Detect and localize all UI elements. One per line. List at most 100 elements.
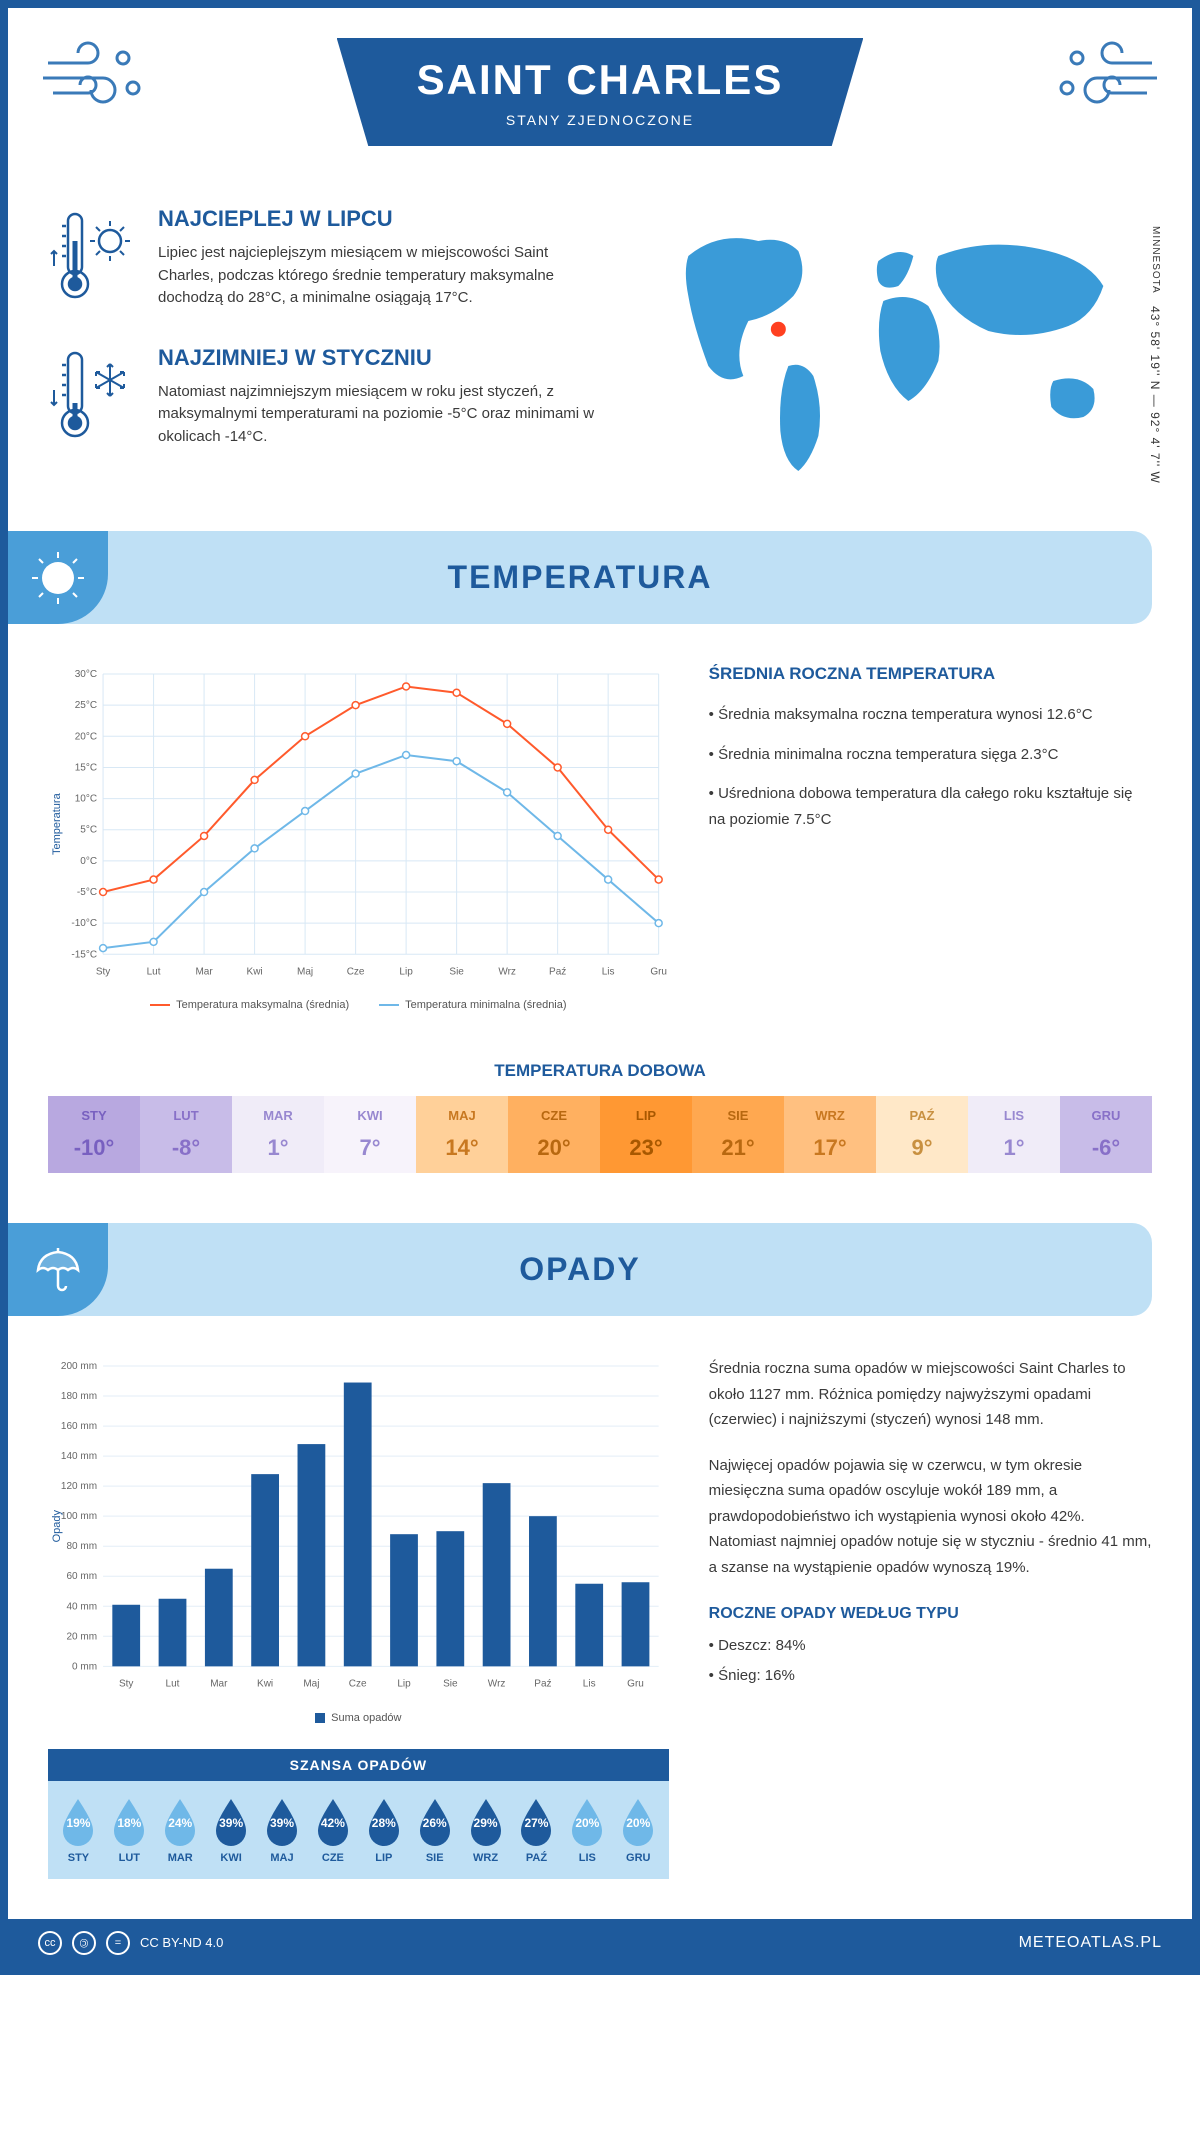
umbrella-icon: [8, 1223, 108, 1316]
svg-text:Maj: Maj: [303, 1679, 319, 1690]
coordinates: MINNESOTA 43° 58' 19'' N — 92° 4' 7'' W: [1148, 226, 1162, 484]
daily-cell: STY-10°: [48, 1096, 140, 1173]
precipitation-title: OPADY: [519, 1251, 640, 1287]
svg-text:Gru: Gru: [627, 1679, 644, 1690]
svg-text:20 mm: 20 mm: [66, 1632, 97, 1643]
svg-text:Cze: Cze: [349, 1679, 367, 1690]
svg-text:Temperatura: Temperatura: [51, 792, 63, 855]
svg-text:Lis: Lis: [602, 966, 615, 977]
page-subtitle: STANY ZJEDNOCZONE: [417, 112, 784, 128]
hottest-text: Lipiec jest najcieplejszym miesiącem w m…: [158, 242, 605, 310]
intro-text-column: NAJCIEPLEJ W LIPCU Lipiec jest najcieple…: [48, 206, 605, 491]
thermometer-hot-icon: [48, 206, 138, 306]
svg-text:Wrz: Wrz: [488, 1679, 506, 1690]
header: SAINT CHARLES STANY ZJEDNOCZONE: [8, 8, 1192, 186]
precipitation-body: 0 mm20 mm40 mm60 mm80 mm100 mm120 mm140 …: [8, 1316, 1192, 1918]
daily-cell: LIP23°: [600, 1096, 692, 1173]
precip-type-title: ROCZNE OPADY WEDŁUG TYPU: [709, 1605, 1152, 1623]
thermometer-cold-icon: [48, 345, 138, 445]
footer-license: cc 🄯 = CC BY-ND 4.0: [38, 1931, 223, 1955]
chance-cell: 20%GRU: [613, 1796, 664, 1864]
daily-cell: GRU-6°: [1060, 1096, 1152, 1173]
precip-p1: Średnia roczna suma opadów w miejscowośc…: [709, 1356, 1152, 1433]
annual-bullet: • Średnia maksymalna roczna temperatura …: [709, 702, 1152, 728]
daily-temp-title: TEMPERATURA DOBOWA: [8, 1061, 1192, 1081]
map-column: MINNESOTA 43° 58' 19'' N — 92° 4' 7'' W: [645, 206, 1152, 491]
svg-text:Lip: Lip: [399, 966, 413, 977]
coldest-text: Natomiast najzimniejszym miesiącem w rok…: [158, 381, 605, 449]
temperature-legend: Temperatura maksymalna (średnia) Temperat…: [48, 999, 669, 1011]
annual-temp-title: ŚREDNIA ROCZNA TEMPERATURA: [709, 664, 1152, 684]
precipitation-legend: Suma opadów: [48, 1712, 669, 1724]
svg-text:Paź: Paź: [549, 966, 566, 977]
temperature-annual-text: ŚREDNIA ROCZNA TEMPERATURA • Średnia mak…: [709, 664, 1152, 1011]
legend-item: Temperatura maksymalna (średnia): [150, 999, 349, 1011]
svg-text:Opady: Opady: [51, 1510, 63, 1543]
svg-text:Sie: Sie: [449, 966, 464, 977]
daily-cell: LUT-8°: [140, 1096, 232, 1173]
sun-icon: [8, 531, 108, 624]
svg-text:Cze: Cze: [347, 966, 365, 977]
chance-cell: 39%MAJ: [257, 1796, 308, 1864]
wind-icon-right: [1042, 38, 1162, 118]
svg-text:Wrz: Wrz: [498, 966, 516, 977]
page-title: SAINT CHARLES: [417, 56, 784, 104]
daily-cell: KWI7°: [324, 1096, 416, 1173]
svg-text:Maj: Maj: [297, 966, 313, 977]
chance-cell: 29%WRZ: [460, 1796, 511, 1864]
svg-text:-15°C: -15°C: [71, 949, 97, 960]
daily-temp-grid: STY-10°LUT-8°MAR1°KWI7°MAJ14°CZE20°LIP23…: [48, 1096, 1152, 1173]
state-label: MINNESOTA: [1150, 226, 1161, 294]
temperature-title: TEMPERATURA: [448, 559, 713, 595]
svg-text:Paź: Paź: [534, 1679, 551, 1690]
annual-bullet: • Średnia minimalna roczna temperatura s…: [709, 742, 1152, 768]
svg-text:Kwi: Kwi: [247, 966, 263, 977]
svg-text:Sty: Sty: [119, 1679, 133, 1690]
header-banner: SAINT CHARLES STANY ZJEDNOCZONE: [337, 38, 864, 146]
precip-p2: Najwięcej opadów pojawia się w czerwcu, …: [709, 1453, 1152, 1581]
svg-text:-10°C: -10°C: [71, 918, 97, 929]
temperature-section-header: TEMPERATURA: [8, 531, 1152, 624]
precip-legend-label: Suma opadów: [331, 1712, 401, 1724]
footer-brand: METEOATLAS.PL: [1019, 1934, 1162, 1952]
svg-text:Lut: Lut: [147, 966, 161, 977]
svg-text:Mar: Mar: [210, 1679, 228, 1690]
svg-text:180 mm: 180 mm: [61, 1391, 97, 1402]
precipitation-left: 0 mm20 mm40 mm60 mm80 mm100 mm120 mm140 …: [48, 1356, 669, 1878]
chance-cell: 24%MAR: [155, 1796, 206, 1864]
svg-text:Gru: Gru: [650, 966, 667, 977]
chance-cell: 18%LUT: [104, 1796, 155, 1864]
svg-text:Mar: Mar: [195, 966, 213, 977]
daily-cell: MAR1°: [232, 1096, 324, 1173]
svg-text:20°C: 20°C: [75, 731, 97, 742]
svg-text:30°C: 30°C: [75, 669, 97, 680]
svg-text:100 mm: 100 mm: [61, 1512, 97, 1523]
chance-cell: 26%SIE: [409, 1796, 460, 1864]
annual-bullet: • Uśredniona dobowa temperatura dla całe…: [709, 781, 1152, 832]
svg-text:15°C: 15°C: [75, 762, 97, 773]
svg-text:Lut: Lut: [166, 1679, 180, 1690]
svg-text:Lis: Lis: [583, 1679, 596, 1690]
cc-icon: cc: [38, 1931, 62, 1955]
hottest-title: NAJCIEPLEJ W LIPCU: [158, 206, 605, 232]
svg-text:25°C: 25°C: [75, 700, 97, 711]
svg-text:0 mm: 0 mm: [72, 1662, 97, 1673]
daily-cell: CZE20°: [508, 1096, 600, 1173]
svg-text:160 mm: 160 mm: [61, 1421, 97, 1432]
chance-cell: 39%KWI: [206, 1796, 257, 1864]
precipitation-chart: 0 mm20 mm40 mm60 mm80 mm100 mm120 mm140 …: [48, 1356, 669, 1696]
precipitation-section-header: OPADY: [8, 1223, 1152, 1316]
svg-text:Sty: Sty: [96, 966, 110, 977]
temperature-chart: -15°C-10°C-5°C0°C5°C10°C15°C20°C25°C30°C…: [48, 664, 669, 1011]
by-icon: 🄯: [72, 1931, 96, 1955]
precip-type-bullet: • Deszcz: 84%: [709, 1633, 1152, 1659]
world-map: [645, 206, 1152, 486]
precip-type-bullet: • Śnieg: 16%: [709, 1663, 1152, 1689]
chance-cell: 42%CZE: [307, 1796, 358, 1864]
chance-title: SZANSA OPADÓW: [48, 1749, 669, 1781]
chance-cell: 28%LIP: [358, 1796, 409, 1864]
legend-item: Temperatura minimalna (średnia): [379, 999, 566, 1011]
svg-text:Kwi: Kwi: [257, 1679, 273, 1690]
wind-icon-left: [38, 38, 158, 118]
coldest-title: NAJZIMNIEJ W STYCZNIU: [158, 345, 605, 371]
